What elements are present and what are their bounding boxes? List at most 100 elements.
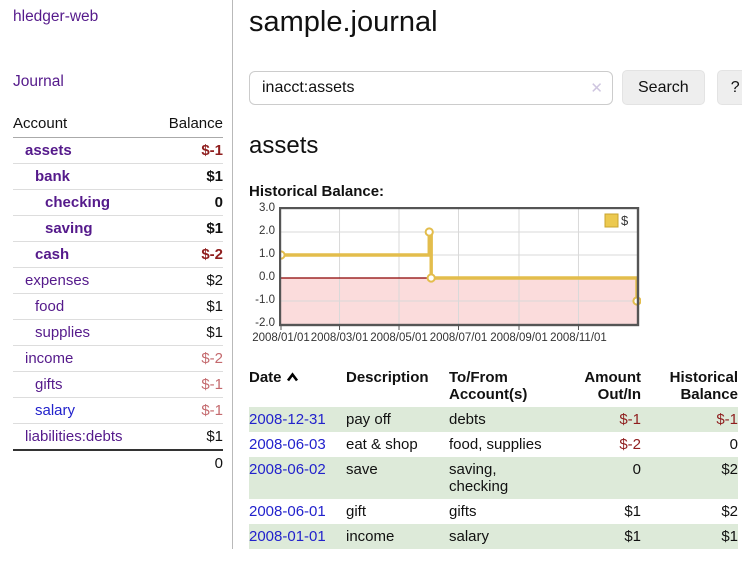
x-axis-tick-label: 2008/01/01	[252, 332, 310, 344]
y-axis-tick-label: -1.0	[255, 294, 275, 306]
x-axis-tick-label: 2008/09/01	[490, 332, 548, 344]
x-axis-tick-label: 2008/03/01	[310, 332, 369, 344]
account-balance: $-1	[153, 397, 223, 424]
account-row: expenses $2	[13, 267, 223, 294]
accounts-total-row: 0	[13, 449, 223, 476]
account-link[interactable]: gifts	[35, 376, 63, 393]
transaction-amount: $-1	[619, 411, 641, 428]
y-axis-tick-label: 1.0	[259, 248, 275, 260]
search-button[interactable]: Search	[622, 70, 705, 105]
clear-search-icon[interactable]: ✕	[590, 79, 603, 97]
accounts-total-value: 0	[153, 449, 223, 476]
transaction-amount: $-2	[619, 436, 641, 453]
account-balance: $-2	[153, 345, 223, 372]
accounts-table: Account Balance assets $-1 bank $1 checking 0…	[13, 112, 223, 476]
page: hledger-web Journal Account Balance asse…	[0, 0, 742, 549]
transaction-description: gift	[346, 503, 367, 520]
register-row: 2008-06-03 eat & shop food, supplies $-2 0	[249, 432, 738, 457]
transaction-date-link[interactable]: 2008-06-03	[249, 436, 326, 453]
account-link[interactable]: liabilities:debts	[25, 428, 123, 445]
y-axis-tick-label: -2.0	[255, 317, 275, 329]
account-balance: $-2	[153, 241, 223, 268]
transaction-date-link[interactable]: 2008-06-01	[249, 503, 326, 520]
account-row: liabilities:debts $1	[13, 423, 223, 450]
search-box: ✕	[249, 70, 613, 105]
account-balance: $-1	[201, 142, 223, 159]
sidebar-item-journal[interactable]: Journal	[13, 73, 64, 90]
account-row: supplies $1	[13, 319, 223, 346]
account-balance: $1	[153, 163, 223, 190]
chart-title: Historical Balance:	[249, 183, 385, 200]
column-header-balance: Historical Balance	[669, 369, 738, 403]
search-input[interactable]	[249, 70, 613, 105]
account-link[interactable]: food	[35, 298, 65, 315]
transaction-accounts: food, supplies	[449, 436, 542, 453]
sort-asc-icon	[286, 369, 299, 386]
account-heading: assets	[249, 132, 319, 159]
account-balance: $1	[153, 319, 223, 346]
accounts-header-row: Account Balance	[13, 112, 223, 138]
register-row: 2008-01-01 income salary $1 $1	[249, 524, 738, 549]
account-link[interactable]: bank	[35, 168, 71, 185]
chart-plot-area: $	[279, 207, 641, 330]
column-header-accounts: To/From Account(s)	[449, 369, 528, 403]
x-axis-tick-label: 2008/07/01	[429, 332, 488, 344]
account-link[interactable]: expenses	[25, 272, 90, 289]
transaction-amount: 0	[632, 461, 641, 478]
account-row: cash $-2	[13, 241, 223, 268]
column-header-date[interactable]: Date	[249, 366, 346, 407]
account-balance: $1	[153, 215, 223, 242]
y-axis-tick-label: 2.0	[259, 225, 275, 237]
help-button[interactable]: ?	[716, 70, 742, 105]
account-balance: 0	[153, 189, 223, 216]
account-balance: $1	[153, 423, 223, 450]
column-header-date-label: Date	[249, 369, 282, 386]
main-content: sample.journal ✕ Search ? assets Histori…	[233, 0, 742, 549]
accounts-header-account: Account	[13, 112, 154, 138]
account-row: food $1	[13, 293, 223, 320]
account-row: income $-2	[13, 345, 223, 372]
account-row: assets $-1	[13, 138, 223, 164]
account-link[interactable]: saving	[45, 220, 93, 237]
transaction-date-link[interactable]: 2008-12-31	[249, 411, 326, 428]
transaction-date-link[interactable]: 2008-01-01	[249, 528, 326, 545]
account-link[interactable]: salary	[35, 402, 76, 419]
transaction-description: income	[346, 528, 395, 545]
transaction-amount: $1	[624, 503, 641, 520]
transaction-description: eat & shop	[346, 436, 418, 453]
transaction-accounts: debts	[449, 411, 486, 428]
transaction-balance: $1	[721, 528, 738, 545]
register-header-row: Date Description To/From Account(s) Amou…	[249, 366, 738, 407]
register-table: Date Description To/From Account(s) Amou…	[249, 366, 738, 549]
register-row: 2008-06-02 save saving, checking 0 $2	[249, 457, 738, 499]
account-row: checking 0	[13, 189, 223, 216]
account-link[interactable]: assets	[25, 142, 72, 159]
x-axis-tick-label: 2008/11/01	[550, 332, 607, 344]
account-row: bank $1	[13, 163, 223, 190]
account-link[interactable]: cash	[35, 246, 70, 263]
transaction-accounts: salary	[449, 528, 490, 545]
brand-link[interactable]: hledger-web	[13, 8, 99, 25]
x-axis-tick-label: 2008/05/01	[370, 332, 428, 344]
transaction-balance: $2	[721, 503, 738, 520]
register-row: 2008-06-01 gift gifts $1 $2	[249, 499, 738, 524]
legend-label: $	[621, 213, 629, 228]
search-bar: ✕ Search ?	[249, 70, 742, 105]
account-row: gifts $-1	[13, 371, 223, 398]
account-link[interactable]: income	[25, 350, 74, 367]
transaction-date-link[interactable]: 2008-06-02	[249, 461, 326, 478]
transaction-balance: $2	[721, 461, 738, 478]
transaction-accounts: saving, checking	[449, 461, 509, 495]
transaction-description: pay off	[346, 411, 391, 428]
transaction-accounts: gifts	[449, 503, 477, 520]
column-header-description: Description	[346, 369, 429, 386]
account-balance: $1	[153, 293, 223, 320]
historical-balance-chart: $3.0 2.0 1.0 0.0 -1.0 -2.0 2008/01/01 2008/03/0…	[249, 202, 641, 349]
account-link[interactable]: supplies	[35, 324, 91, 341]
y-axis-tick-label: 0.0	[259, 271, 275, 283]
page-title: sample.journal	[249, 6, 438, 38]
sidebar: hledger-web Journal Account Balance asse…	[0, 0, 233, 549]
accounts-header-balance: Balance	[153, 112, 223, 138]
x-axis-labels: 2008/01/01 2008/03/01 2008/05/01 2008/07/01…	[252, 332, 641, 348]
account-link[interactable]: checking	[45, 194, 111, 211]
